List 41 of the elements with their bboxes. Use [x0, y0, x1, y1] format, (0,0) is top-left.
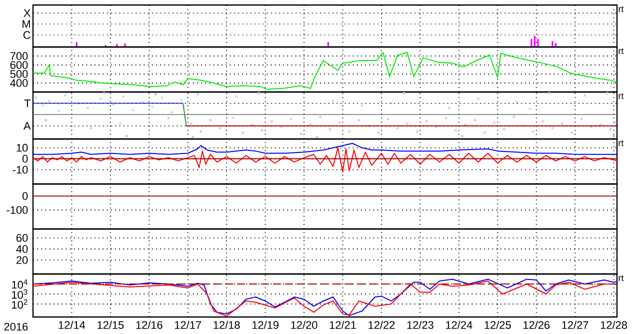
- x-tick-label: 12/26: [523, 320, 550, 329]
- y-tick-label: 500: [10, 70, 28, 78]
- x-tick-label: 12/16: [136, 320, 162, 329]
- y-tick-label: 10: [16, 144, 28, 152]
- ref-line-label: A: [24, 122, 31, 130]
- ref-line-label: M: [22, 20, 30, 28]
- x-tick-label: 12/20: [291, 320, 318, 329]
- text: rt: [618, 275, 624, 282]
- y-tick-label: 10$^{2}$: [12, 299, 28, 309]
- x-tick-label: 12/15: [98, 320, 124, 329]
- ref-line-label: C: [23, 31, 30, 39]
- x-tick-label: 12/23: [407, 320, 434, 329]
- text: rt: [618, 6, 624, 12]
- x-tick-label: 12/19: [252, 320, 279, 329]
- text: rt: [618, 140, 624, 146]
- y-tick-label: 700: [10, 52, 28, 60]
- y-tick-label: 0: [22, 154, 28, 163]
- x-tick-label: 12/21: [330, 320, 356, 329]
- text: rt: [618, 48, 624, 54]
- ref-line-label: X: [24, 9, 31, 17]
- x-tick-label: 12/25: [484, 320, 511, 329]
- y-tick-label: 400: [10, 79, 28, 87]
- y-tick-label: 10$^{4}$: [12, 279, 28, 289]
- y-tick-label: 60: [16, 234, 28, 242]
- y-tick-label: 0: [22, 192, 28, 200]
- x-tick-label: 12/28: [600, 320, 628, 329]
- x-axis-title: 2016: [4, 322, 28, 331]
- y-tick-label: 40: [16, 245, 28, 253]
- x-tick-label: 12/17: [174, 320, 202, 329]
- y-tick-label: -100: [6, 206, 28, 214]
- y-tick-label: -10: [12, 166, 28, 174]
- y-tick-label: 20: [16, 256, 28, 264]
- ref-line-label: T: [24, 100, 31, 108]
- x-tick-label: 12/18: [214, 320, 240, 329]
- x-tick-label: 12/14: [58, 320, 86, 329]
- x-tick-label: 12/27: [562, 320, 588, 329]
- x-tick-label: 12/24: [446, 320, 472, 329]
- text: rt: [618, 93, 624, 100]
- y-tick-label: 600: [10, 61, 28, 69]
- x-tick-label: 12/22: [368, 320, 395, 329]
- y-tick-label: 10$^{3}$: [12, 289, 28, 299]
